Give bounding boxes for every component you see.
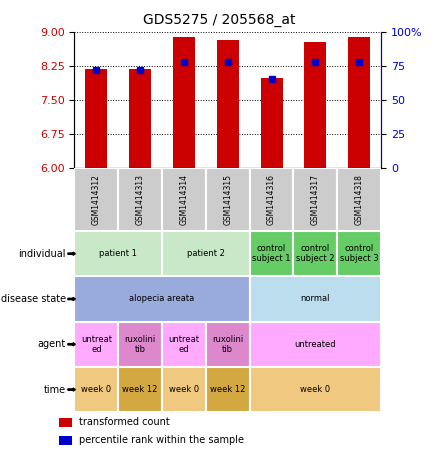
Bar	[162, 367, 206, 412]
Text: week 12: week 12	[210, 385, 245, 394]
Text: untreat
ed: untreat ed	[169, 335, 199, 354]
Text: agent: agent	[38, 339, 66, 349]
Bar	[74, 231, 162, 276]
Bar	[129, 69, 151, 168]
Text: GSM1414313: GSM1414313	[136, 174, 145, 225]
Text: GDS5275 / 205568_at: GDS5275 / 205568_at	[143, 13, 295, 27]
Text: GSM1414316: GSM1414316	[267, 174, 276, 225]
Text: individual: individual	[18, 249, 66, 259]
Bar	[261, 78, 283, 168]
Bar	[293, 168, 337, 231]
Bar	[59, 418, 72, 427]
Bar	[118, 168, 162, 231]
Text: week 0: week 0	[81, 385, 111, 394]
Text: ruxolini
tib: ruxolini tib	[212, 335, 244, 354]
Text: transformed count: transformed count	[79, 417, 170, 427]
Text: patient 2: patient 2	[187, 249, 225, 258]
Bar	[337, 168, 381, 231]
Text: GSM1414312: GSM1414312	[92, 174, 101, 225]
Bar	[59, 436, 72, 445]
Text: ruxolini
tib: ruxolini tib	[124, 335, 156, 354]
Text: control
subject 2: control subject 2	[296, 244, 335, 263]
Text: control
subject 1: control subject 1	[252, 244, 291, 263]
Bar	[293, 231, 337, 276]
Bar	[85, 69, 107, 168]
Bar	[250, 276, 381, 322]
Bar	[173, 37, 195, 168]
Text: week 12: week 12	[123, 385, 158, 394]
Bar	[337, 231, 381, 276]
Bar	[304, 42, 326, 168]
Bar	[250, 367, 381, 412]
Text: alopecia areata: alopecia areata	[130, 294, 194, 304]
Text: GSM1414317: GSM1414317	[311, 174, 320, 225]
Text: untreat
ed: untreat ed	[81, 335, 112, 354]
Bar	[74, 276, 250, 322]
Bar	[250, 168, 293, 231]
Text: normal: normal	[300, 294, 330, 304]
Bar	[162, 231, 250, 276]
Bar	[74, 322, 118, 367]
Text: patient 1: patient 1	[99, 249, 137, 258]
Text: untreated: untreated	[294, 340, 336, 349]
Bar	[217, 40, 239, 168]
Text: time: time	[43, 385, 66, 395]
Bar	[74, 168, 118, 231]
Text: week 0: week 0	[169, 385, 199, 394]
Text: disease state: disease state	[0, 294, 66, 304]
Bar	[348, 37, 370, 168]
Bar	[162, 322, 206, 367]
Bar	[162, 168, 206, 231]
Bar	[206, 367, 250, 412]
Text: GSM1414318: GSM1414318	[355, 174, 364, 225]
Bar	[250, 322, 381, 367]
Bar	[74, 367, 118, 412]
Bar	[118, 322, 162, 367]
Text: control
subject 3: control subject 3	[340, 244, 378, 263]
Bar	[118, 367, 162, 412]
Text: percentile rank within the sample: percentile rank within the sample	[79, 435, 244, 445]
Bar	[250, 231, 293, 276]
Bar	[206, 168, 250, 231]
Text: GSM1414314: GSM1414314	[180, 174, 188, 225]
Bar	[206, 322, 250, 367]
Text: week 0: week 0	[300, 385, 330, 394]
Text: GSM1414315: GSM1414315	[223, 174, 232, 225]
